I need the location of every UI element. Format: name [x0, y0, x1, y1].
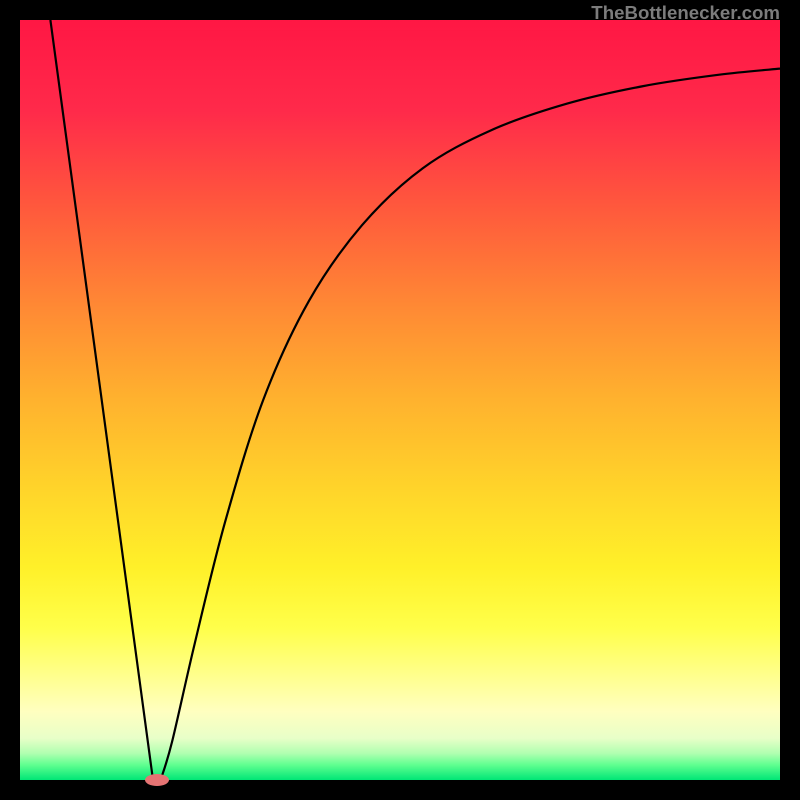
plot-area: [20, 20, 780, 780]
watermark-text: TheBottlenecker.com: [591, 2, 780, 24]
bottleneck-curve: [50, 20, 780, 780]
curve-layer: [20, 20, 780, 780]
min-marker: [145, 774, 169, 786]
chart-container: TheBottlenecker.com: [0, 0, 800, 800]
